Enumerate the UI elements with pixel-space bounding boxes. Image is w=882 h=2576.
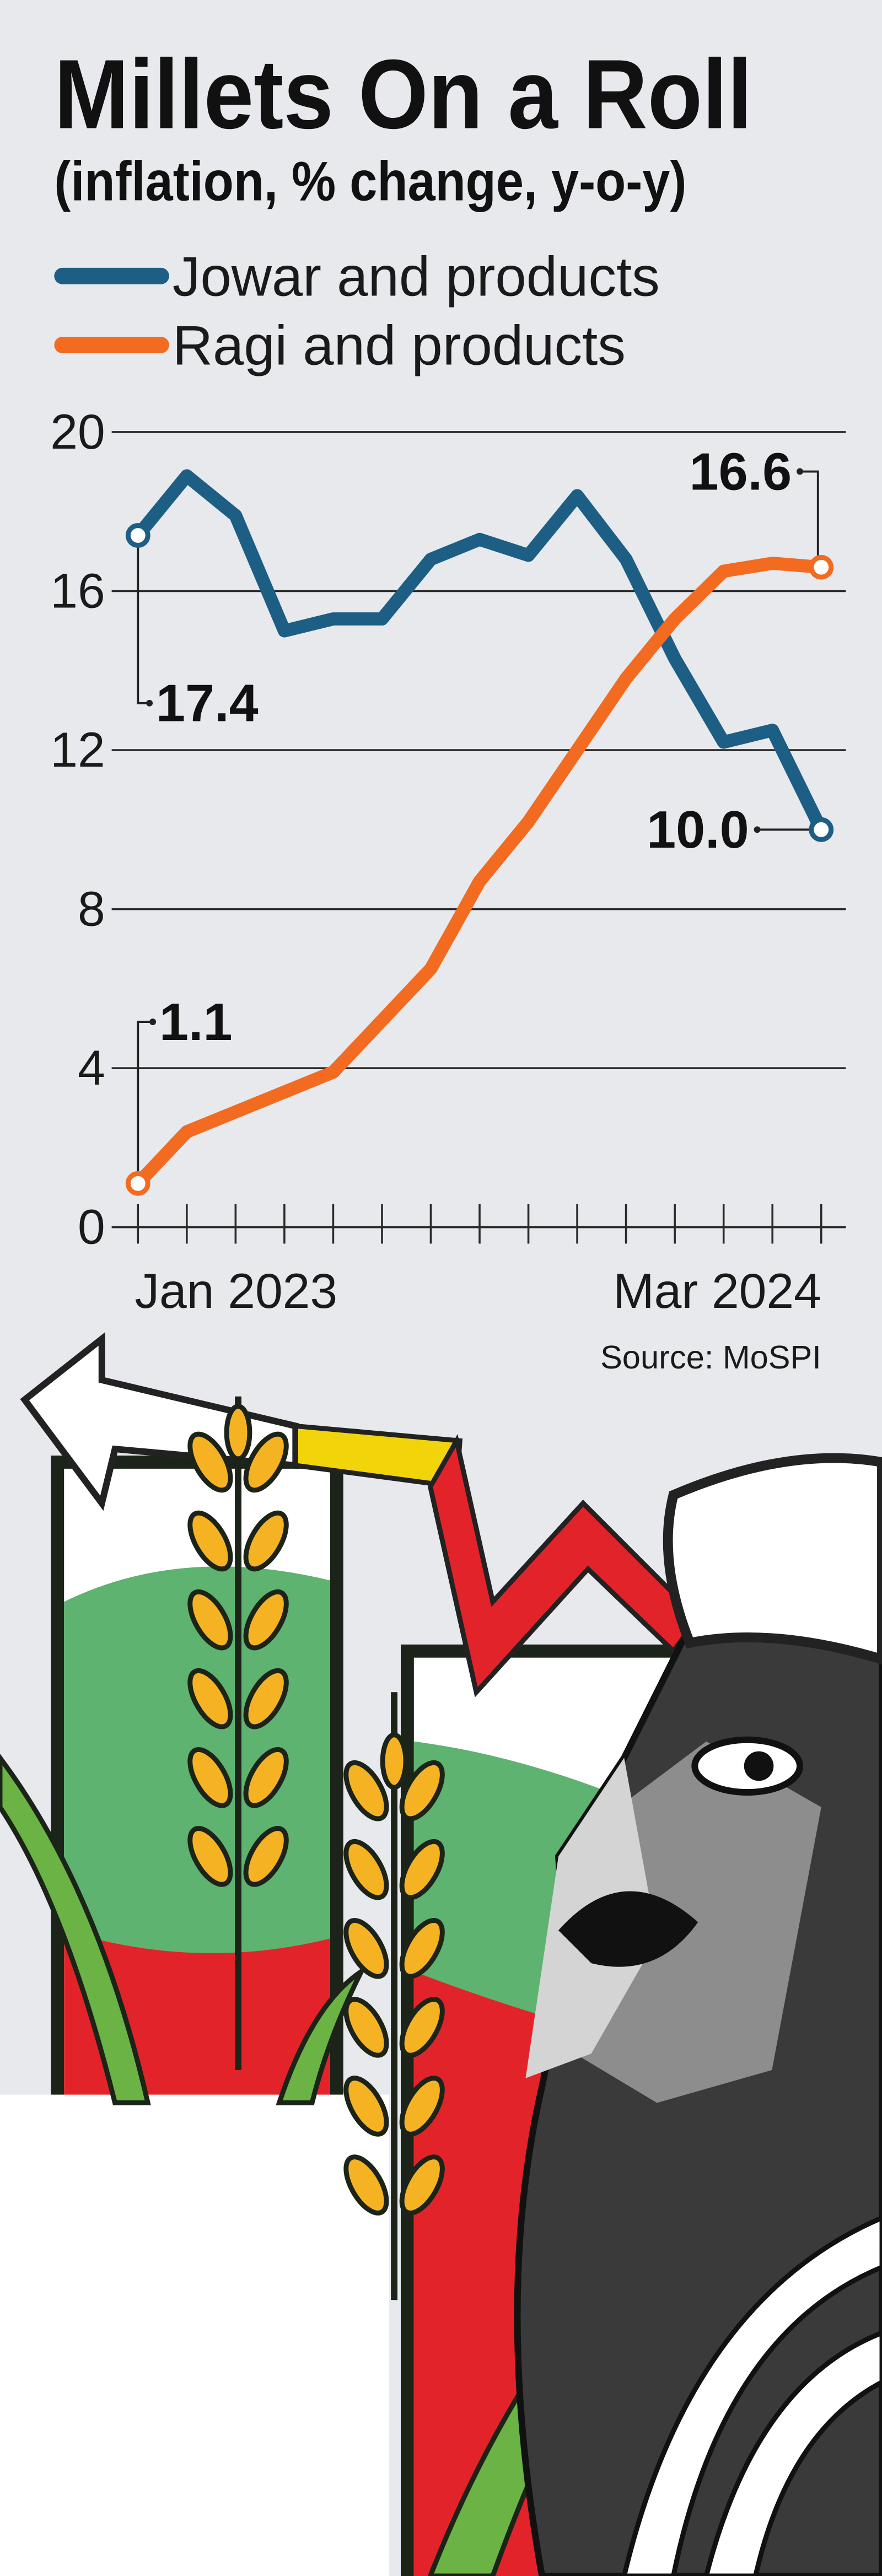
wheat-grain xyxy=(243,1589,289,1651)
cap xyxy=(663,1453,882,1665)
chart-title: Millets On a Roll xyxy=(54,39,752,149)
illustration xyxy=(0,1332,882,2576)
wheat-grain xyxy=(343,1839,389,1900)
annotation-leader xyxy=(800,470,819,568)
wheat-grain xyxy=(187,1747,233,1808)
leader-dot xyxy=(146,699,153,707)
wheat-grain xyxy=(243,1668,289,1729)
end-marker xyxy=(125,523,150,548)
arrow-red xyxy=(427,1433,702,1697)
mustache xyxy=(558,1891,698,1967)
chart-subtitle: (inflation, % change, y-o-y) xyxy=(54,150,686,213)
wheat-grain xyxy=(343,1917,389,1979)
wheat-grain xyxy=(343,1760,389,1821)
wheat-grain xyxy=(343,2076,389,2137)
wheat-grain xyxy=(343,1997,389,2058)
wheat-grain xyxy=(380,1732,408,1790)
wheat-grain xyxy=(399,1839,445,1900)
wheat-grain xyxy=(243,1747,289,1808)
wheat-grain xyxy=(243,1431,289,1493)
leader-dot xyxy=(754,826,761,833)
wheat-grain xyxy=(187,1510,233,1572)
source-note: Source: MoSPI xyxy=(600,1339,821,1376)
legend-label: Ragi and products xyxy=(173,315,626,377)
annotation-leader xyxy=(137,1021,152,1184)
white-block xyxy=(0,2094,390,2576)
y-tick-label: 4 xyxy=(78,1040,105,1095)
data-label: 17.4 xyxy=(156,675,259,733)
pupil xyxy=(744,1751,774,1781)
wheat-grain xyxy=(243,1510,289,1572)
x-tick-label: Mar 2024 xyxy=(613,1263,821,1318)
leaf xyxy=(0,1754,151,2105)
data-label: 16.6 xyxy=(690,443,792,501)
end-marker xyxy=(809,554,834,580)
leader-dot xyxy=(149,1018,157,1026)
y-tick-label: 20 xyxy=(50,404,105,459)
y-tick-label: 12 xyxy=(50,722,105,777)
annotation-leader xyxy=(137,535,150,704)
leaf xyxy=(276,1964,368,2105)
series-line xyxy=(131,557,828,1190)
end-marker xyxy=(809,817,834,842)
leader-dot xyxy=(797,468,803,475)
wheat-grain xyxy=(243,1826,289,1887)
wheat-grain xyxy=(399,1760,445,1821)
wheat-grain xyxy=(224,1404,252,1462)
wheat-grain xyxy=(399,2076,445,2137)
wheat-grain xyxy=(187,1431,233,1493)
y-tick-label: 0 xyxy=(78,1199,105,1254)
wheat-grain xyxy=(187,1589,233,1651)
wheat-grain xyxy=(399,1917,445,1979)
wheat-grain xyxy=(187,1826,233,1887)
wheat-grain xyxy=(187,1668,233,1729)
data-label: 1.1 xyxy=(159,993,233,1052)
wheat-grain xyxy=(343,2154,389,2216)
legend-label: Jowar and products xyxy=(173,246,660,308)
y-tick-label: 8 xyxy=(78,881,105,936)
wheat-grain xyxy=(399,2154,445,2216)
data-label: 10.0 xyxy=(647,801,749,859)
x-tick-label: Jan 2023 xyxy=(135,1263,337,1318)
end-marker xyxy=(125,1171,150,1196)
y-tick-label: 16 xyxy=(50,563,105,618)
wheat-grain xyxy=(399,1997,445,2058)
series-line xyxy=(131,469,828,837)
